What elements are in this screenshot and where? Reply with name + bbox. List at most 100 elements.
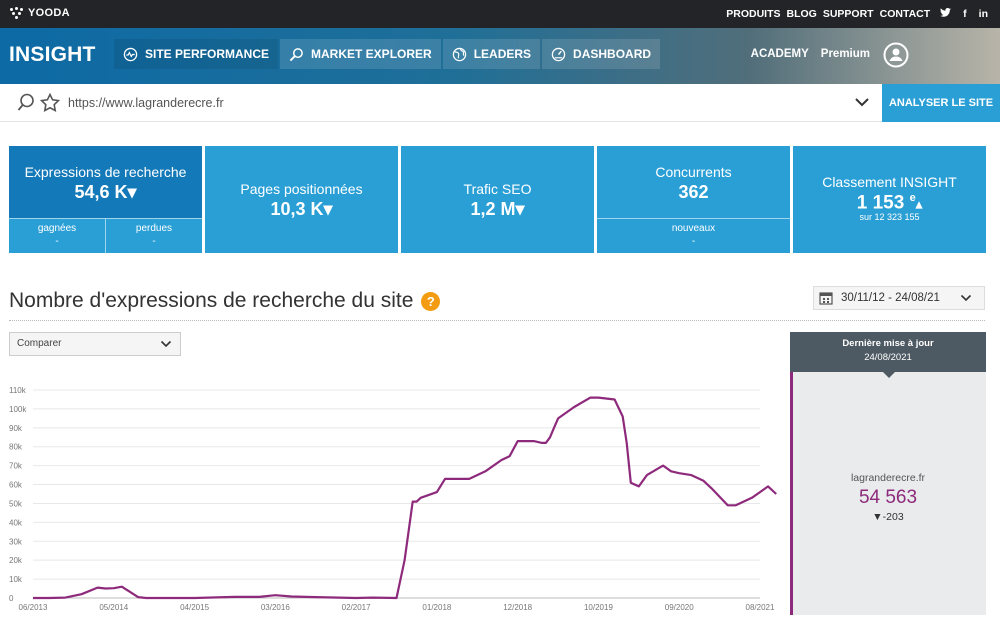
series-line [33, 396, 777, 600]
card-concurrents[interactable]: Concurrents 362 nouveaux - [597, 146, 790, 253]
card-subrow: nouveaux - [597, 218, 790, 253]
header-right: ACADEMY Premium [751, 48, 870, 60]
url-bar: ANALYSER LE SITE [0, 84, 1000, 122]
app-header: INSIGHT SITE PERFORMANCE MARKET EXPLORER… [0, 28, 1000, 84]
nav-label: SITE PERFORMANCE [145, 47, 270, 61]
nav-site-performance[interactable]: SITE PERFORMANCE [114, 39, 279, 69]
x-tick-label: 05/2014 [99, 603, 128, 612]
card-expressions[interactable]: Expressions de recherche 54,6 K▾ gagnées… [9, 146, 202, 253]
y-tick-label: 20k [9, 556, 23, 565]
date-range-picker[interactable]: 30/11/12 - 24/08/21 [813, 286, 985, 310]
x-tick-label: 08/2021 [746, 603, 775, 612]
link-produits[interactable]: PRODUITS [726, 8, 781, 20]
last-update-panel: Dernière mise à jour 24/08/2021 lagrande… [790, 332, 986, 615]
calendar-icon [819, 292, 833, 305]
y-tick-label: 30k [9, 537, 23, 546]
globe-icon [452, 47, 466, 61]
card-subrow: gagnées - perdues - [9, 218, 202, 253]
sub-gagnees: gagnées - [37, 223, 77, 247]
nav-leaders[interactable]: LEADERS [442, 39, 541, 69]
expressions-line-chart: 0 10k 20k 30k 40k 50k 60k 70k 80k 90k 100k 110k 06/2… [9, 386, 777, 612]
card-label: Concurrents [655, 164, 732, 180]
x-tick-label: 12/2018 [503, 603, 532, 612]
y-tick-label: 70k [9, 462, 23, 471]
pulse-icon [123, 47, 138, 61]
linkedin-icon[interactable]: in [978, 8, 988, 20]
chevron-down-icon [160, 340, 172, 348]
trend-down-icon: ▾ [323, 199, 333, 219]
y-tick-label: 100k [9, 405, 27, 414]
card-label: Trafic SEO [463, 181, 532, 197]
x-tick-label: 10/2019 [584, 603, 613, 612]
card-trafic[interactable]: Trafic SEO 1,2 M▾ [401, 146, 594, 253]
page-title: Nombre d'expressions de recherche du sit… [9, 289, 414, 312]
compare-select[interactable]: Comparer [9, 332, 181, 356]
link-contact[interactable]: CONTACT [879, 8, 931, 20]
y-tick-label: 0 [9, 594, 14, 603]
last-update-header: Dernière mise à jour 24/08/2021 [790, 332, 986, 372]
twitter-icon[interactable] [940, 7, 952, 20]
star-icon[interactable] [40, 93, 60, 112]
y-tick-label: 110k [9, 386, 27, 395]
card-value: 1,2 M▾ [470, 199, 525, 219]
link-blog[interactable]: BLOG [786, 8, 817, 20]
nav-dashboard[interactable]: DASHBOARD [542, 39, 661, 69]
analyse-site-button[interactable]: ANALYSER LE SITE [882, 84, 1000, 122]
yooda-logo-icon [10, 7, 24, 19]
facebook-icon[interactable]: f [963, 8, 967, 20]
search-icon[interactable] [17, 93, 35, 112]
date-range-text: 30/11/12 - 24/08/21 [841, 292, 940, 304]
y-tick-label: 60k [9, 481, 23, 490]
main-nav: SITE PERFORMANCE MARKET EXPLORER LEADERS… [114, 39, 661, 69]
nav-label: MARKET EXPLORER [311, 47, 432, 61]
panel-accent-bar [790, 372, 793, 615]
sub-nouveaux: nouveaux - [671, 223, 716, 247]
plan-link[interactable]: Premium [820, 48, 870, 60]
trend-down-icon: ▾ [515, 199, 525, 219]
link-support[interactable]: SUPPORT [822, 8, 874, 20]
section-divider [9, 320, 985, 321]
compare-label: Comparer [17, 338, 62, 349]
y-tick-label: 90k [9, 424, 23, 433]
x-tick-label: 06/2013 [19, 603, 48, 612]
sub-perdues: perdues - [105, 219, 202, 253]
last-update-body: lagranderecre.fr 54 563 ▼-203 [790, 472, 986, 523]
x-tick-label: 02/2017 [342, 603, 371, 612]
url-input[interactable] [68, 94, 828, 112]
academy-link[interactable]: ACADEMY [750, 48, 809, 60]
card-note: sur 12 323 155 [859, 212, 920, 223]
last-update-title: Dernière mise à jour [842, 338, 934, 349]
top-links: PRODUITS BLOG SUPPORT CONTACT f in [726, 7, 988, 20]
card-value: 54,6 K▾ [74, 182, 137, 202]
top-bar: YOODA PRODUITS BLOG SUPPORT CONTACT f in [0, 0, 1000, 28]
y-tick-label: 80k [9, 443, 23, 452]
insight-logo[interactable]: INSIGHT [9, 43, 96, 66]
nav-label: LEADERS [473, 47, 532, 61]
brand-name: YOODA [28, 7, 70, 19]
card-value: 1 153 e▴ [856, 192, 923, 214]
card-pages[interactable]: Pages positionnées 10,3 K▾ [205, 146, 398, 253]
last-update-date: 24/08/2021 [864, 352, 912, 363]
x-tick-label: 04/2015 [180, 603, 209, 612]
y-tick-label: 40k [9, 518, 23, 527]
y-tick-label: 10k [9, 575, 23, 584]
chart-section-title: Nombre d'expressions de recherche du sit… [9, 289, 441, 313]
chevron-down-icon[interactable] [854, 96, 870, 108]
card-label: Pages positionnées [240, 181, 363, 197]
y-tick-label: 50k [9, 499, 23, 508]
chevron-down-icon [960, 294, 971, 302]
card-value: 362 [678, 182, 709, 202]
site-name: lagranderecre.fr [850, 472, 926, 484]
trend-down-icon: ▾ [127, 182, 137, 202]
card-classement[interactable]: Classement INSIGHT 1 153 e▴ sur 12 323 1… [793, 146, 986, 253]
card-label: Classement INSIGHT [822, 174, 957, 190]
x-tick-label: 03/2016 [261, 603, 290, 612]
user-avatar-icon[interactable] [883, 42, 909, 68]
help-icon[interactable]: ? [421, 291, 441, 311]
nav-label: DASHBOARD [573, 47, 652, 61]
x-tick-label: 09/2020 [665, 603, 694, 612]
value-delta: ▼-203 [872, 511, 904, 523]
nav-market-explorer[interactable]: MARKET EXPLORER [280, 39, 441, 69]
panel-notch [883, 372, 895, 378]
yooda-logo[interactable]: YOODA [10, 7, 70, 19]
